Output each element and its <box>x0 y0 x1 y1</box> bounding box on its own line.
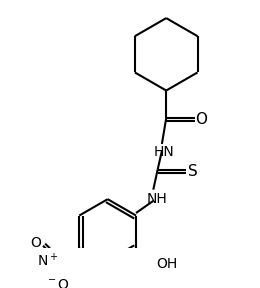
Text: $^-$O: $^-$O <box>45 278 69 288</box>
Text: S: S <box>188 164 198 179</box>
Text: NH: NH <box>146 192 167 206</box>
Text: N$^+$: N$^+$ <box>37 252 59 269</box>
Text: O: O <box>30 236 41 250</box>
Text: OH: OH <box>156 257 177 272</box>
Text: O: O <box>196 112 207 127</box>
Text: HN: HN <box>153 145 174 158</box>
